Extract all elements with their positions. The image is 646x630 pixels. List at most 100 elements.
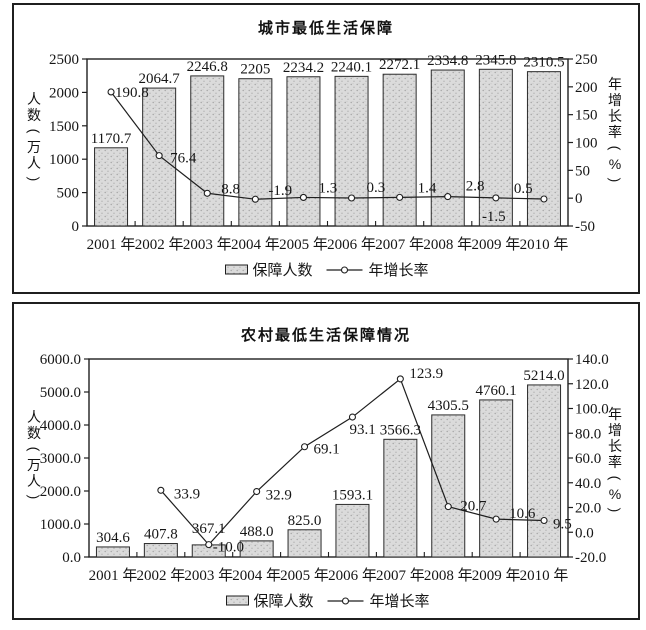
right-axis-tick-label: 250 — [575, 52, 598, 68]
line-value-label: 2.8 — [466, 179, 485, 195]
left-axis-tick-label: 1500 — [49, 119, 79, 135]
bar — [527, 384, 562, 558]
axis-label-char: ) — [25, 494, 42, 500]
rural-left-axis-label: 人数(万人) — [22, 409, 46, 505]
line-value-label: 9.5 — [553, 516, 572, 532]
axis-label-char: % — [608, 486, 622, 502]
line-value-label: 1.4 — [418, 180, 437, 196]
left-axis-tick-label: 3000.0 — [40, 451, 81, 467]
line-marker — [444, 503, 452, 511]
line-value-label: 8.8 — [221, 181, 240, 197]
x-axis-label: 2005 年 — [280, 567, 329, 584]
axis-label-char: 率 — [608, 124, 622, 140]
axis-label-char: 率 — [608, 454, 622, 470]
right-axis-tick-label: 120.0 — [575, 377, 609, 393]
x-axis-label: 2007 年 — [375, 236, 424, 253]
line-marker — [347, 194, 356, 202]
line-marker — [492, 515, 500, 523]
line-marker — [299, 193, 308, 201]
axis-label-char: 长 — [608, 108, 622, 124]
bar — [478, 68, 513, 227]
legend-bar-label: 保障人数 — [253, 261, 313, 279]
line-value-label: 69.1 — [314, 442, 340, 458]
x-axis-label: 2005 年 — [279, 236, 328, 253]
line-marker — [107, 88, 115, 96]
bar — [431, 414, 466, 558]
axis-label-char: 年 — [608, 406, 622, 422]
left-axis-tick-label: 1000 — [49, 152, 79, 168]
x-axis-label: 2003 年 — [183, 236, 232, 253]
axis-label-char: 增 — [608, 422, 622, 438]
right-axis-tick-label: 60.0 — [575, 451, 601, 467]
axis-label-char: ( — [25, 446, 42, 452]
line-value-label: 93.1 — [349, 422, 375, 438]
bar-value-label: 2240.1 — [331, 59, 372, 75]
axis-label-char: ) — [25, 176, 42, 182]
bar-value-label: 2272.1 — [379, 57, 420, 73]
line-value-label: 1.3 — [318, 180, 337, 196]
bar — [190, 75, 225, 227]
left-axis-tick-label: 500 — [57, 186, 80, 202]
axis-label-char: 人 — [27, 473, 41, 489]
axis-label-char: ) — [606, 507, 623, 513]
axis-label-char: 人 — [27, 155, 41, 171]
line-value-label: 32.9 — [266, 488, 292, 504]
left-axis-tick-label: 2000.0 — [40, 484, 81, 500]
x-axis-label: 2006 年 — [328, 567, 377, 584]
left-axis-tick-label: 0 — [72, 219, 80, 235]
axis-label-char: 增 — [608, 92, 622, 108]
bar-value-label: 2345.8 — [475, 52, 516, 68]
line-value-label: -10.0 — [213, 540, 244, 556]
x-axis-label: 2007 年 — [376, 567, 425, 584]
line-marker — [540, 195, 548, 203]
line-marker — [205, 541, 213, 549]
line-marker — [251, 195, 259, 203]
line-marker — [300, 443, 309, 451]
bar — [238, 78, 273, 227]
rural-chart-title: 农村最低生活保障情况 — [240, 327, 411, 344]
bar-value-label: 2234.2 — [283, 60, 324, 76]
right-axis-tick-label: 0 — [575, 191, 583, 207]
line-value-label: 10.6 — [509, 506, 536, 522]
axis-label-char: 长 — [608, 438, 622, 454]
line-marker — [155, 152, 163, 160]
bar — [94, 147, 129, 227]
line-value-label: -1.5 — [482, 209, 506, 225]
bar-value-label: 2205 — [240, 62, 270, 78]
bar-value-label: 304.6 — [96, 530, 130, 546]
axis-label-char: % — [608, 156, 622, 172]
right-axis-tick-label: 140.0 — [575, 352, 609, 368]
x-axis-label: 2001 年 — [87, 236, 136, 253]
bar-value-label: 825.0 — [288, 513, 322, 529]
axis-label-char: 数 — [27, 425, 41, 441]
bar-value-label: 5214.0 — [523, 368, 564, 384]
x-axis-label: 2010 年 — [520, 236, 569, 253]
bar — [334, 75, 369, 227]
bar — [383, 438, 418, 558]
rural-chart-panel: 农村最低生活保障情况 6000.0 5000.0 4000.0 3000.0 2000.… — [12, 302, 640, 620]
line-value-label: 123.9 — [409, 366, 443, 382]
axis-label-char: 人 — [27, 91, 41, 107]
line-value-label: -1.9 — [268, 183, 292, 199]
line-marker — [492, 194, 500, 202]
right-axis-tick-label: 150 — [575, 108, 598, 124]
axis-label-char: ( — [606, 475, 623, 481]
axis-label-char: ( — [606, 145, 623, 151]
x-axis-label: 2008 年 — [423, 236, 472, 253]
legend-bar-swatch — [225, 264, 248, 275]
bar-value-label: 2310.5 — [523, 55, 564, 71]
line-value-label: 0.5 — [514, 181, 533, 197]
rural-right-axis-label: 年增长率 (%) — [603, 406, 627, 518]
legend-bar-swatch — [226, 595, 249, 606]
left-axis-tick-label: 1000.0 — [40, 517, 81, 533]
bar — [335, 503, 370, 558]
legend-line-marker — [340, 266, 349, 274]
line-value-label: 190.8 — [115, 85, 149, 101]
x-axis-label: 2008 年 — [424, 567, 473, 584]
line-value-label: 0.3 — [367, 180, 386, 196]
x-axis-label: 2009 年 — [471, 236, 520, 253]
left-axis-tick-label: 2500 — [49, 52, 79, 68]
right-axis-tick-label: -50 — [575, 219, 595, 235]
bar — [286, 76, 321, 227]
